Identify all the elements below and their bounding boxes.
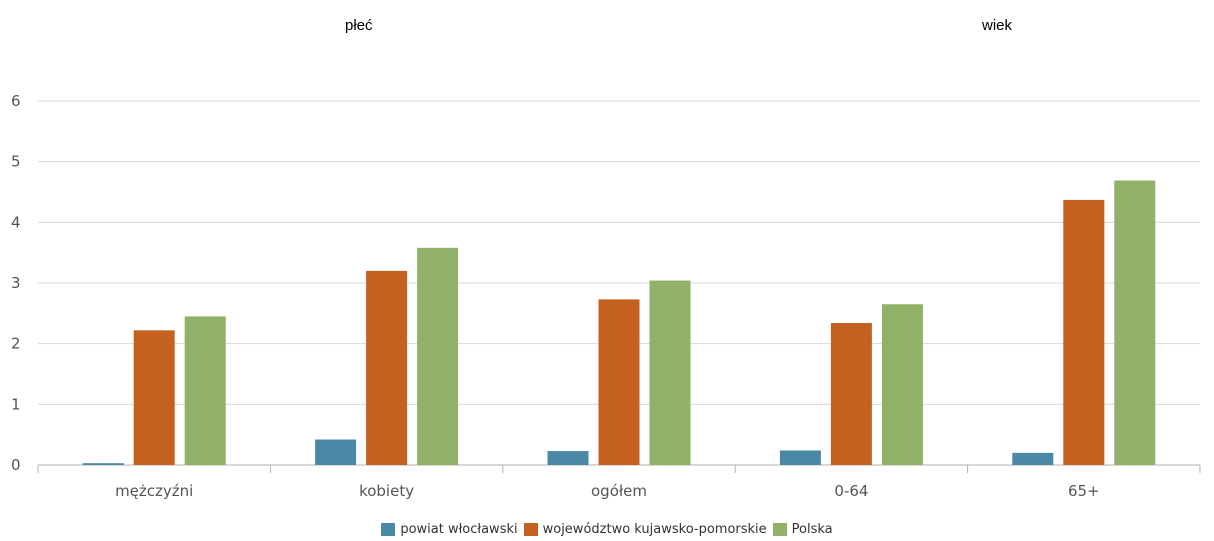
x-tick-label: ogółem <box>591 482 647 500</box>
legend-label: województwo kujawsko-pomorskie <box>542 522 767 537</box>
y-tick-label: 5 <box>11 153 21 171</box>
group-label-age: wiek <box>982 17 1013 34</box>
legend-label: powiat włocławski <box>400 522 518 537</box>
x-tick-label: mężczyźni <box>115 482 193 500</box>
y-tick-label: 1 <box>11 395 21 413</box>
legend-item[interactable]: powiat włocławski <box>381 522 518 537</box>
bar-3-4 <box>881 304 923 465</box>
legend-item[interactable]: województwo kujawsko-pomorskie <box>523 522 767 537</box>
legend-swatch <box>381 523 396 536</box>
bar-chart: 0 1 2 3 4 5 6 mężczyźni kobiety ogółem 0-64 65+ <box>11 92 1201 500</box>
bar-1-4 <box>779 450 821 465</box>
x-tick-label: 0-64 <box>834 482 868 500</box>
y-tick-label: 4 <box>11 213 21 231</box>
group-label-sex: płeć <box>345 17 373 34</box>
bar-2-1 <box>133 330 175 465</box>
bar-3-1 <box>184 316 226 465</box>
y-tick-label: 6 <box>11 92 21 110</box>
bar-3-3 <box>649 280 691 465</box>
bar-2-5 <box>1063 199 1105 466</box>
legend-label: Polska <box>791 522 833 537</box>
y-tick-label: 2 <box>11 335 21 353</box>
legend-swatch <box>772 523 787 536</box>
bar-2-3 <box>598 299 640 465</box>
x-tick-label: kobiety <box>359 482 414 500</box>
x-tick-label: 65+ <box>1068 482 1100 500</box>
bar-1-5 <box>1012 452 1054 465</box>
bar-1-3 <box>547 451 589 465</box>
bar-1-1 <box>82 463 124 465</box>
bar-2-2 <box>366 270 408 465</box>
y-tick-label: 0 <box>11 456 21 474</box>
chart-legend: powiat włocławski województwo kujawsko-po… <box>0 522 1214 537</box>
bar-3-2 <box>417 247 459 465</box>
legend-swatch <box>523 523 538 536</box>
bar-3-5 <box>1114 180 1156 465</box>
bar-1-2 <box>315 439 357 465</box>
legend-item[interactable]: Polska <box>772 522 833 537</box>
bar-2-4 <box>830 323 872 465</box>
y-tick-label: 3 <box>11 274 21 292</box>
